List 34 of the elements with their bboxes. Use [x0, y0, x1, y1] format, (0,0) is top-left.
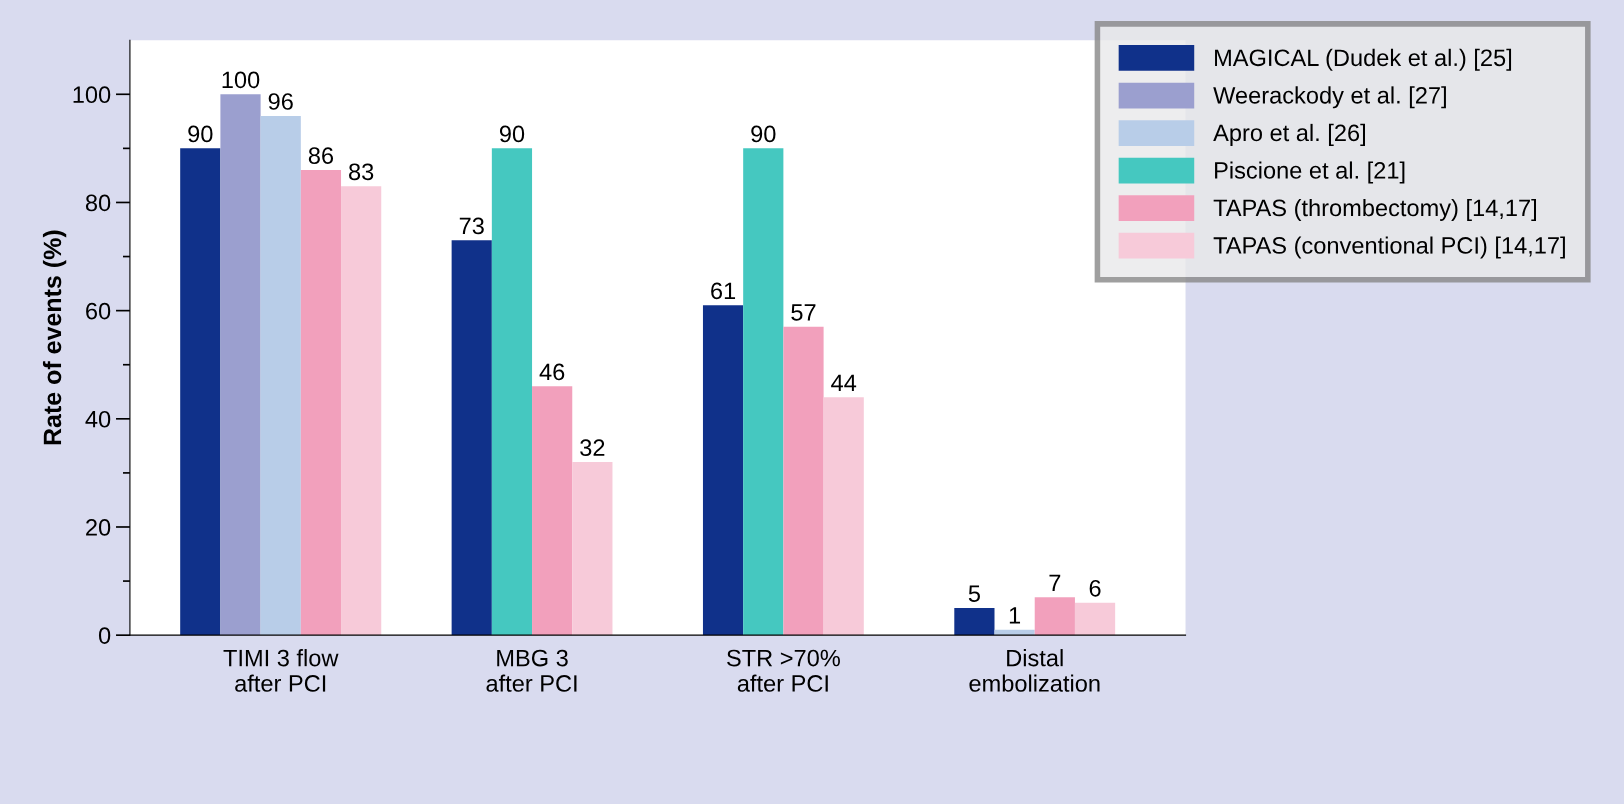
data-label: 5: [968, 585, 980, 603]
data-label: 73: [459, 217, 484, 235]
data-label: 7: [1049, 574, 1061, 592]
y-tick-label: 80: [85, 194, 111, 212]
x-tick-label: Distal embolization: [969, 649, 1100, 692]
y-axis-title: Rate of events (%): [42, 230, 67, 445]
x-tick-label: STR >70% after PCI: [727, 649, 840, 692]
y-tick-label: 20: [86, 519, 111, 536]
data-label: 44: [831, 374, 857, 391]
data-label: 46: [539, 363, 565, 381]
data-label: 61: [711, 282, 736, 300]
y-tick-label: 60: [86, 302, 111, 320]
legend-label: Piscione et al. [21]: [1215, 161, 1405, 184]
data-label: 90: [499, 125, 525, 143]
legend-label: TAPAS (thrombectomy) [14,17]: [1213, 198, 1536, 221]
x-tick-label: MBG 3 after PCI: [486, 649, 577, 692]
legend-label: MAGICAL (Dudek et al.) [25]: [1215, 48, 1512, 71]
y-tick-label: 0: [98, 627, 111, 644]
legend-label: Weerackody et al. [27]: [1213, 86, 1446, 109]
y-tick-label: 100: [73, 86, 111, 104]
legend-label: Apro et al. [26]: [1213, 123, 1365, 146]
legend-label: TAPAS (conventional PCI) [14,17]: [1213, 236, 1565, 259]
data-label: 6: [1089, 579, 1101, 597]
data-label: 90: [188, 125, 213, 143]
data-label: 32: [580, 439, 605, 457]
data-label: 57: [791, 304, 816, 321]
x-tick-label: TIMI 3 flow after PCI: [223, 649, 339, 692]
data-label: 100: [222, 71, 260, 89]
data-label: 83: [349, 163, 374, 181]
data-label: 86: [308, 147, 334, 164]
data-label: 96: [268, 93, 293, 110]
data-label: 1: [1009, 607, 1021, 624]
data-label: 90: [751, 125, 776, 143]
y-tick-label: 40: [85, 410, 111, 428]
